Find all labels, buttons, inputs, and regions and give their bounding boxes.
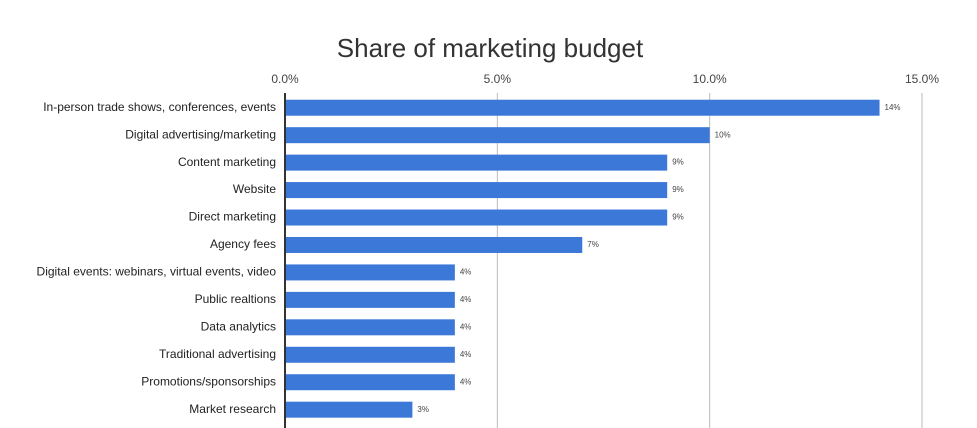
bar [285, 236, 583, 253]
y-tick-label: Content marketing [178, 155, 276, 169]
bar [285, 401, 413, 418]
y-tick-label: Promotions/sponsorships [141, 374, 276, 388]
bar [285, 264, 455, 281]
bar [285, 127, 710, 144]
x-tick-label: 5.0% [484, 72, 512, 86]
data-label: 14% [885, 103, 901, 112]
y-tick-label: Market research [189, 402, 276, 416]
bar [285, 99, 880, 116]
data-label: 9% [672, 158, 684, 167]
data-label: 9% [672, 185, 684, 194]
y-tick-label: Website [233, 182, 276, 196]
data-label: 10% [715, 130, 731, 139]
data-label: 4% [460, 268, 472, 277]
x-tick-label: 15.0% [905, 72, 939, 86]
y-tick-label: Public realtions [195, 292, 276, 306]
bar [285, 374, 455, 391]
y-tick-label: Digital advertising/marketing [125, 127, 276, 141]
bar [285, 209, 668, 226]
data-label: 7% [587, 240, 599, 249]
y-tick-label: Direct marketing [189, 210, 276, 224]
bar [285, 182, 668, 199]
data-label: 9% [672, 213, 684, 222]
bar [285, 154, 668, 171]
bar [285, 291, 455, 308]
x-tick-label: 0.0% [271, 72, 299, 86]
y-tick-label: Traditional advertising [159, 347, 276, 361]
data-label: 4% [460, 322, 472, 331]
y-tick-label: Data analytics [201, 319, 276, 333]
chart-title: Share of marketing budget [337, 33, 644, 63]
y-tick-label: Agency fees [210, 237, 276, 251]
data-label: 3% [417, 405, 429, 414]
x-tick-label: 10.0% [693, 72, 727, 86]
y-tick-label: Digital events: webinars, virtual events… [37, 265, 277, 279]
bar [285, 319, 455, 336]
data-label: 4% [460, 295, 472, 304]
bar [285, 346, 455, 363]
data-label: 4% [460, 377, 472, 386]
data-label: 4% [460, 350, 472, 359]
y-tick-label: In-person trade shows, conferences, even… [43, 100, 276, 114]
